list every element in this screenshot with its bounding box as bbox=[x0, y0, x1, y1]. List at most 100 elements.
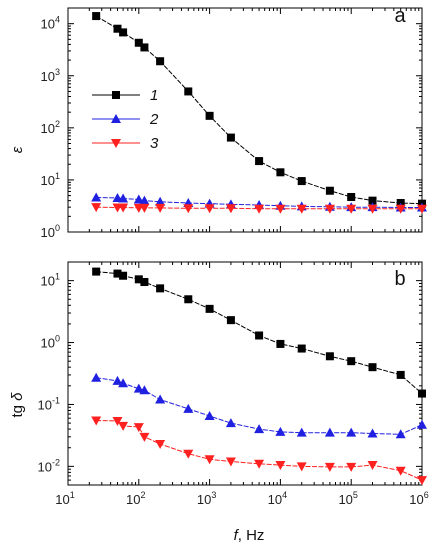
data-point bbox=[395, 204, 406, 214]
data-point bbox=[275, 204, 286, 214]
data-point bbox=[204, 411, 215, 421]
data-point bbox=[367, 428, 378, 438]
series-1 bbox=[92, 12, 426, 208]
data-point bbox=[255, 331, 264, 340]
data-point bbox=[417, 419, 427, 429]
data-point bbox=[225, 204, 236, 214]
data-point bbox=[325, 352, 334, 361]
series-3 bbox=[91, 416, 427, 486]
legend: 1 2 3 bbox=[92, 87, 159, 152]
data-point bbox=[134, 275, 143, 284]
data-point bbox=[395, 429, 406, 439]
data-point bbox=[133, 423, 144, 433]
legend-marker bbox=[111, 114, 121, 123]
data-point bbox=[118, 378, 129, 388]
data-point bbox=[113, 24, 122, 33]
x-axis-label: f, Hz bbox=[234, 527, 265, 544]
data-point bbox=[367, 461, 378, 471]
x-tick-label: 105 bbox=[338, 490, 357, 507]
data-point bbox=[91, 416, 102, 426]
data-point bbox=[118, 193, 129, 203]
data-point bbox=[183, 449, 194, 459]
y-axis-label: ε bbox=[9, 146, 26, 153]
data-point bbox=[368, 196, 377, 205]
x-tick-label: 106 bbox=[409, 490, 428, 507]
data-point bbox=[92, 12, 101, 21]
data-point bbox=[325, 186, 334, 195]
legend-marker bbox=[112, 91, 120, 99]
series-2 bbox=[91, 372, 427, 439]
y-axis-label: tg δ bbox=[9, 392, 26, 418]
data-point bbox=[184, 87, 193, 96]
data-point bbox=[296, 462, 307, 472]
x-tick-label: 103 bbox=[197, 490, 216, 507]
data-point bbox=[368, 363, 377, 372]
legend-label: 3 bbox=[150, 135, 159, 152]
data-point bbox=[184, 295, 193, 304]
data-point bbox=[226, 316, 235, 325]
data-point bbox=[204, 204, 215, 214]
data-point bbox=[346, 462, 357, 472]
x-tick-label: 104 bbox=[268, 490, 287, 507]
data-point bbox=[297, 344, 306, 353]
series-3 bbox=[91, 203, 427, 214]
data-point bbox=[139, 203, 150, 213]
data-point bbox=[418, 389, 426, 398]
data-point bbox=[254, 459, 265, 469]
y-tick-label: 101 bbox=[41, 272, 60, 289]
data-point bbox=[225, 418, 236, 428]
data-point bbox=[119, 28, 128, 37]
data-point bbox=[91, 372, 102, 382]
data-point bbox=[183, 204, 194, 214]
y-tick-label: 102 bbox=[41, 119, 60, 136]
data-point bbox=[276, 168, 285, 177]
data-point bbox=[346, 204, 357, 214]
series-line bbox=[96, 377, 423, 435]
data-point bbox=[139, 385, 150, 395]
data-point bbox=[324, 204, 335, 214]
data-point bbox=[205, 111, 214, 120]
legend-label: 1 bbox=[150, 87, 158, 104]
data-point bbox=[112, 417, 123, 427]
panel-letter: b bbox=[394, 268, 405, 290]
data-point bbox=[113, 269, 122, 278]
data-point bbox=[155, 203, 166, 213]
data-point bbox=[324, 462, 335, 472]
data-point bbox=[347, 357, 356, 366]
panel-b: 101 102 103 104 105 106 10-2 10-1 100 101 tg δ f, H… bbox=[9, 261, 429, 544]
data-point bbox=[255, 157, 264, 166]
x-tick-label: 101 bbox=[55, 490, 74, 507]
data-point bbox=[155, 394, 166, 404]
plot-frame bbox=[67, 261, 423, 486]
data-point bbox=[396, 370, 405, 379]
y-tick-label: 103 bbox=[41, 67, 60, 84]
panel-letter: a bbox=[394, 5, 406, 27]
data-point bbox=[276, 339, 285, 348]
data-point bbox=[134, 38, 143, 47]
data-point bbox=[324, 427, 335, 437]
data-point bbox=[225, 457, 236, 467]
data-point bbox=[417, 204, 427, 214]
data-point bbox=[112, 375, 123, 385]
data-point bbox=[140, 278, 149, 287]
data-point bbox=[92, 267, 101, 276]
data-point bbox=[254, 204, 265, 214]
data-point bbox=[226, 133, 235, 142]
data-point bbox=[296, 427, 307, 437]
data-point bbox=[91, 203, 102, 213]
y-tick-label: 101 bbox=[41, 171, 60, 188]
legend-marker bbox=[111, 139, 121, 148]
x-tick-label: 102 bbox=[126, 490, 145, 507]
data-point bbox=[156, 57, 165, 66]
data-point bbox=[395, 466, 406, 476]
y-tick-label: 10-2 bbox=[38, 457, 60, 474]
data-point bbox=[133, 383, 144, 393]
data-point bbox=[296, 204, 307, 214]
data-point bbox=[367, 204, 378, 214]
data-point bbox=[139, 195, 150, 205]
data-point bbox=[275, 461, 286, 471]
data-point bbox=[155, 196, 166, 206]
y-tick-label: 104 bbox=[41, 15, 60, 32]
data-point bbox=[140, 43, 149, 52]
